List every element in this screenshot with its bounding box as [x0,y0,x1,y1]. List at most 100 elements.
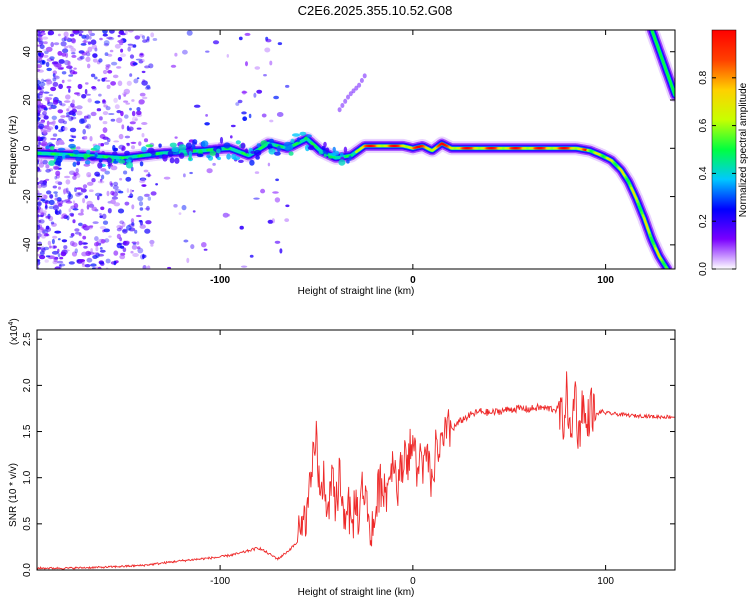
noise-blob [134,230,137,234]
noise-blob [69,67,72,72]
noise-blob [35,80,41,84]
ridge-blob [245,148,248,153]
colorbar-tick-label: 0.8 [698,70,709,84]
noise-blob [74,92,79,95]
main-ridge-core [246,155,247,156]
ridge-blob [147,148,154,154]
noise-blob [171,65,176,68]
noise-blob [143,255,147,258]
noise-blob [69,139,74,142]
noise-blob [60,115,66,118]
noise-blob [70,236,74,238]
noise-blob [48,107,51,109]
spectrogram-y-tick-label: 0 [22,145,33,151]
noise-blob [53,133,57,136]
noise-blob [107,85,111,89]
noise-blob [43,115,48,119]
noise-blob [132,253,139,257]
noise-blob [47,128,52,133]
noise-blob [61,41,67,46]
ridge-blob [241,143,246,149]
noise-blob [49,194,53,199]
noise-blob [53,82,59,87]
noise-blob [89,225,93,227]
noise-blob [138,100,144,105]
noise-blob [279,248,282,253]
noise-blob [204,122,210,125]
ridge-blob [220,137,223,144]
noise-blob [54,231,61,234]
ridge-blob [292,133,300,137]
ridge-blob [224,142,231,148]
noise-blob [86,201,92,206]
noise-blob [40,137,45,139]
noise-blob [263,74,267,76]
noise-blob [40,114,44,118]
noise-blob [205,51,209,53]
noise-blob [78,223,83,227]
noise-blob [107,70,112,74]
noise-blob [82,52,87,56]
noise-blob [109,181,112,185]
noise-blob [90,263,96,266]
noise-blob [142,97,147,100]
ridge-blob [68,144,76,148]
snr-x-tick-label: -100 [210,576,230,587]
noise-blob [84,136,87,139]
noise-blob [76,187,83,189]
noise-blob [63,245,67,249]
noise-blob [99,262,104,265]
noise-blob [83,184,87,188]
spectrogram-y-axis-label: Frequency (Hz) [8,116,19,185]
noise-blob [119,178,122,181]
noise-blob [272,191,279,194]
noise-blob [143,265,147,270]
noise-blob [46,62,50,67]
noise-blob [144,170,149,173]
noise-blob [43,132,48,135]
spectrogram-y-tick-label: 20 [22,94,33,106]
ridge-blob [206,155,211,159]
noise-blob [91,39,97,45]
ridge-blob [48,160,55,166]
snr-y-tick-label: 1.0 [22,470,33,484]
noise-blob [102,137,108,140]
noise-blob [103,34,108,37]
ridge-blob [162,155,167,162]
noise-blob [108,113,114,115]
ridge-blob [179,144,187,151]
noise-blob [142,71,146,73]
noise-blob [85,82,89,84]
noise-blob [70,34,74,37]
faint-streak-blob [360,78,364,83]
noise-blob [113,250,118,255]
noise-blob [111,62,117,66]
ridge-blob [300,132,307,136]
noise-blob [91,74,95,78]
noise-blob [99,38,103,41]
ridge-blob [201,140,208,147]
noise-blob [141,178,145,181]
noise-blob [52,61,58,64]
noise-blob [130,54,134,58]
noise-blob [58,187,61,190]
noise-blob [100,207,104,211]
noise-blob [81,209,84,213]
noise-blob [115,44,121,49]
noise-blob [145,194,150,196]
noise-blob [118,57,123,61]
noise-blob [43,55,48,58]
noise-blob [78,84,83,89]
noise-blob [275,197,280,202]
noise-blob [125,177,131,182]
noise-blob [104,171,110,175]
noise-blob [131,222,134,226]
noise-blob [145,220,151,224]
noise-blob [113,98,118,103]
noise-blob [87,258,93,263]
colorbar-tick-label: 0.0 [698,262,709,276]
noise-blob [62,71,67,74]
noise-blob [106,37,113,40]
